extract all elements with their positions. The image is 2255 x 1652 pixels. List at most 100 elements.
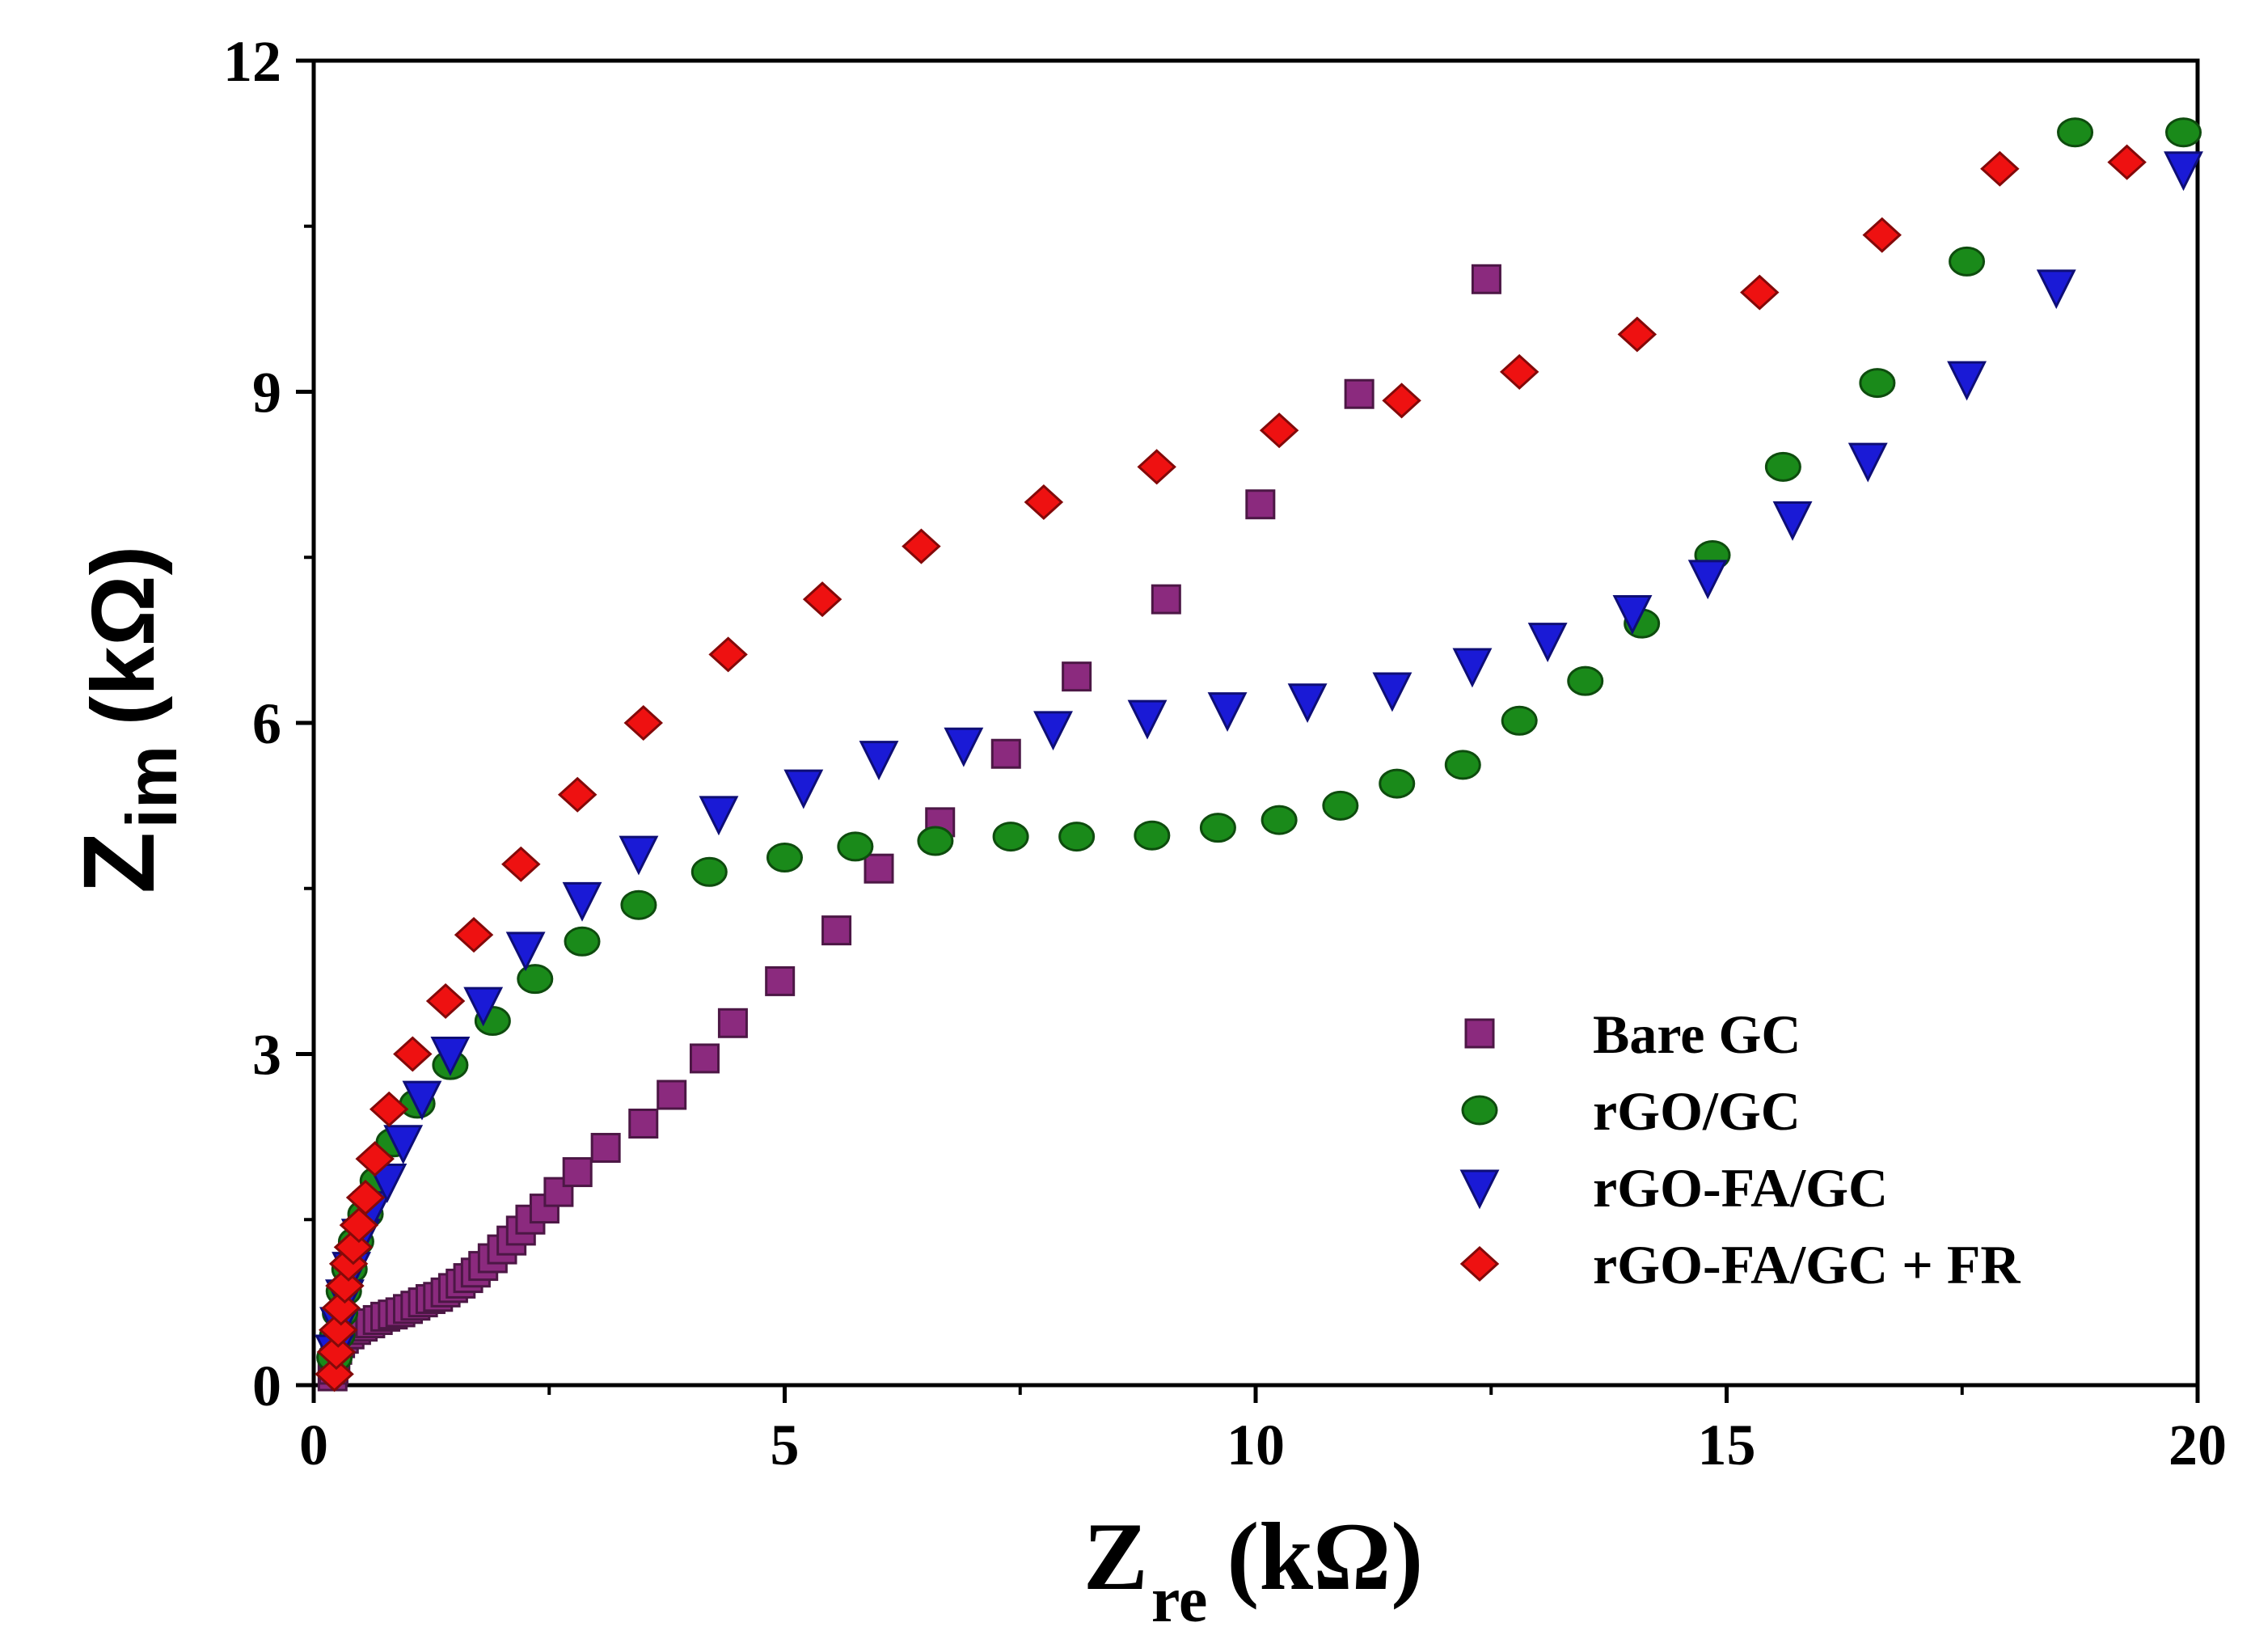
data-point [325, 1268, 365, 1304]
x-tick-label: 20 [2168, 1413, 2227, 1477]
data-point [765, 965, 796, 996]
data-point [708, 636, 748, 673]
data-point [393, 1036, 433, 1072]
data-point [1444, 750, 1481, 780]
y-axis-title-unit: (kΩ) [74, 546, 173, 726]
data-point [454, 917, 494, 953]
data-point [783, 769, 824, 809]
data-point [2164, 151, 2203, 192]
data-point [1245, 489, 1276, 520]
data-point [1379, 768, 1416, 799]
data-point [339, 1207, 379, 1244]
data-point [864, 853, 894, 884]
legend-item: Bare GC [1464, 1003, 1801, 1065]
data-point [1062, 661, 1092, 692]
legend-marker [1461, 1095, 1498, 1126]
data-point [1527, 623, 1568, 662]
legend: Bare GC rGO/GC rGO-FA/GC rGO-FA/GC + FR [1459, 1003, 2021, 1295]
data-point [1740, 274, 1780, 311]
x-axis: 0 5 10 15 20 [299, 1385, 2227, 1477]
data-point [1617, 316, 1657, 353]
data-point [1501, 705, 1538, 736]
data-point [623, 704, 663, 741]
data-point [628, 1108, 659, 1139]
data-point [321, 1290, 361, 1326]
data-point [689, 1043, 720, 1074]
data-point [1127, 699, 1168, 740]
series-rgo-fa-gc-fr [315, 144, 2147, 1392]
data-point [2165, 117, 2202, 148]
data-point [463, 987, 504, 1027]
data-point [1980, 150, 2020, 187]
data-point [620, 889, 657, 920]
x-tick-label: 0 [299, 1413, 328, 1477]
data-point [1199, 813, 1236, 843]
data-point [315, 1356, 354, 1392]
legend-marker [1464, 1018, 1495, 1049]
legend-label: rGO-FA/GC [1593, 1157, 1888, 1219]
data-point [345, 1179, 386, 1215]
data-point [944, 727, 984, 767]
x-axis-title: Z re (kΩ) [1083, 1502, 1423, 1636]
legend-item: rGO/GC [1461, 1080, 1801, 1142]
data-point [657, 1080, 687, 1110]
data-point [1372, 672, 1413, 712]
data-point [316, 1334, 357, 1371]
data-point [990, 738, 1021, 769]
data-point [1471, 264, 1501, 294]
data-point [2036, 269, 2076, 310]
x-tick-label: 5 [771, 1413, 800, 1477]
data-point [619, 835, 659, 876]
data-point [1764, 451, 1801, 482]
y-axis: 0 3 6 9 12 [223, 29, 314, 1418]
y-tick-label: 0 [252, 1354, 281, 1418]
data-point [717, 1008, 748, 1038]
data-point [837, 831, 874, 862]
data-point [1058, 822, 1096, 852]
data-point [859, 741, 899, 781]
data-point [1287, 683, 1328, 724]
data-point [917, 826, 954, 856]
data-point [1137, 449, 1176, 485]
data-point [1772, 501, 1813, 541]
legend-item: rGO-FA/GC + FR [1459, 1234, 2021, 1295]
x-axis-title-sub: re [1151, 1565, 1208, 1636]
y-tick-label: 9 [252, 361, 281, 425]
x-axis-title-main: Z [1083, 1502, 1148, 1610]
legend-item: rGO-FA/GC [1459, 1157, 1888, 1219]
legend-label: rGO/GC [1593, 1080, 1801, 1142]
y-tick-label: 12 [223, 29, 281, 94]
series-bare-gc [317, 264, 1501, 1392]
legend-marker [1459, 1245, 1500, 1282]
y-axis-title: Z im (kΩ) [63, 546, 192, 894]
data-point [369, 1091, 409, 1127]
y-tick-label: 6 [252, 691, 281, 756]
series-rgo-fa-gc [315, 151, 2203, 1375]
data-point [562, 1157, 593, 1188]
y-tick-label: 3 [252, 1023, 281, 1088]
data-point [1322, 790, 1359, 821]
data-point [1862, 217, 1902, 253]
data-point [902, 528, 941, 564]
data-point [821, 915, 852, 946]
data-point [564, 926, 601, 957]
legend-marker [1459, 1169, 1500, 1210]
data-point [1949, 246, 1986, 277]
data-point [430, 1037, 471, 1076]
data-point [699, 796, 739, 836]
data-point [1134, 820, 1171, 851]
data-point [1033, 711, 1073, 751]
data-point [501, 846, 541, 882]
data-point [1567, 665, 1604, 696]
data-point [1024, 484, 1064, 521]
data-point [1452, 648, 1493, 688]
data-point [766, 843, 803, 873]
x-tick-label: 15 [1698, 1413, 1756, 1477]
data-point [1612, 595, 1653, 635]
data-point [1344, 378, 1375, 409]
data-point [1259, 412, 1299, 449]
data-point [425, 982, 466, 1020]
data-point [402, 1080, 442, 1121]
legend-label: rGO-FA/GC + FR [1593, 1234, 2021, 1295]
